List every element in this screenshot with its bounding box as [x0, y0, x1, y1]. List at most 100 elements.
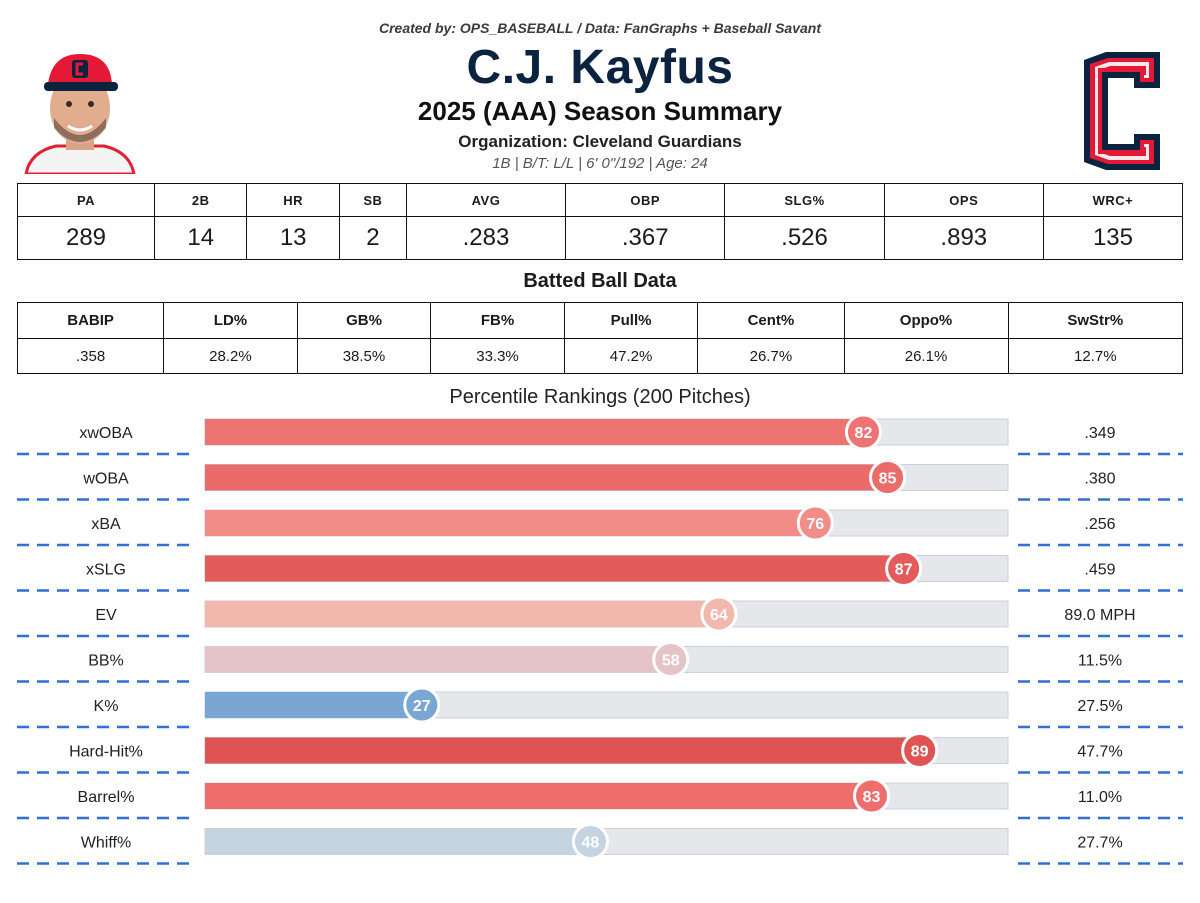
percentile-value-k: 27 [413, 698, 431, 715]
batted-ball-header-row: BABIP LD% GB% FB% Pull% Cent% Oppo% SwSt… [16, 302, 1184, 339]
stat-value-hr: 13 [246, 216, 340, 260]
percentile-value-ev: 64 [710, 607, 728, 624]
percentile-badge-whiff [571, 823, 609, 860]
percentile-value-whiff: 48 [582, 835, 600, 852]
metric-label-hard-hit: Hard-Hit% [69, 744, 143, 761]
percentile-value-barrel: 83 [863, 789, 881, 806]
player-headshot-icon [24, 54, 136, 174]
stat-value-bb: 11.5% [1078, 653, 1122, 670]
percentile-value-xwoba: 82 [855, 425, 873, 442]
stat-value-slg: .526 [724, 216, 885, 260]
stat-value-xwoba: .349 [1084, 425, 1115, 442]
bar-xwoba [205, 419, 864, 445]
bb-value-swstr: 12.7% [1007, 338, 1184, 374]
bb-header-cent: Cent% [697, 302, 845, 339]
bb-value-ld: 28.2% [163, 338, 298, 374]
percentile-badge-bb [652, 641, 690, 678]
stat-value-woba: .380 [1084, 471, 1115, 488]
stat-header-obp: OBP [565, 183, 726, 217]
stat-value-hard-hit: 47.7% [1077, 744, 1122, 761]
stat-value-obp: .367 [565, 216, 726, 260]
batted-ball-title: Batted Ball Data [523, 270, 677, 292]
stat-value-sb: 2 [338, 216, 407, 260]
stat-header-sb: SB [338, 183, 407, 217]
metric-label-barrel: Barrel% [78, 789, 135, 806]
bb-value-cent: 26.7% [697, 338, 845, 374]
metric-label-k: K% [94, 698, 119, 715]
percentile-badge-hard-hit [901, 732, 939, 769]
stat-value-avg: .283 [405, 216, 567, 260]
percentile-badge-woba [869, 459, 907, 496]
percentile-value-xslg: 87 [895, 562, 913, 579]
metric-label-ev: EV [95, 607, 117, 624]
bb-header-ld: LD% [163, 302, 298, 339]
metric-label-xwoba: xwOBA [79, 425, 133, 442]
stat-header-avg: AVG [405, 183, 567, 217]
bar-ev [205, 601, 719, 627]
stat-value-barrel: 11.0% [1078, 789, 1122, 806]
bar-bb [205, 646, 671, 673]
bb-header-swstr: SwStr% [1007, 302, 1184, 339]
stat-value-2b: 14 [153, 216, 248, 260]
bb-value-gb: 38.5% [296, 338, 432, 374]
stat-header-ops: OPS [883, 183, 1044, 217]
player-name: C.J. Kayfus [466, 41, 734, 94]
bb-header-babip: BABIP [16, 302, 165, 339]
percentile-badge-ev [700, 595, 738, 633]
bar-barrel [205, 783, 872, 809]
stat-value-pa: 289 [17, 216, 155, 260]
percentile-badge-xslg [885, 550, 923, 587]
bb-header-oppo: Oppo% [843, 302, 1009, 339]
percentile-value-hard-hit: 89 [911, 744, 929, 761]
metric-label-xslg: xSLG [86, 562, 126, 579]
bar-woba [205, 464, 888, 491]
batted-ball-value-row: .358 28.2% 38.5% 33.3% 47.2% 26.7% 26.1%… [16, 338, 1184, 374]
season-stats-value-row: 289 14 13 2 .283 .367 .526 .893 135 [17, 216, 1184, 260]
stat-header-2b: 2B [153, 183, 248, 217]
stat-value-k: 27.5% [1077, 698, 1122, 715]
percentile-badge-xwoba [844, 413, 882, 451]
metric-label-woba: wOBA [82, 471, 129, 488]
stat-header-hr: HR [246, 183, 340, 217]
stat-header-slg: SLG% [724, 183, 885, 217]
season-stats-table: PA 2B HR SB AVG OBP SLG% OPS WRC+ 289 14… [17, 183, 1184, 260]
percentile-value-woba: 85 [879, 471, 897, 488]
stat-value-xba: .256 [1084, 516, 1115, 533]
bb-header-pull: Pull% [563, 302, 699, 339]
bio-line: 1B | B/T: L/L | 6' 0"/192 | Age: 24 [492, 155, 708, 172]
stat-value-ev: 89.0 MPH [1064, 607, 1135, 624]
organization-line: Organization: Cleveland Guardians [458, 132, 742, 151]
percentile-chart-title: Percentile Rankings (200 Pitches) [449, 386, 751, 408]
batted-ball-table: BABIP LD% GB% FB% Pull% Cent% Oppo% SwSt… [16, 302, 1184, 374]
percentile-value-bb: 58 [662, 653, 680, 670]
percentile-value-xba: 76 [806, 516, 824, 533]
stat-value-ops: .893 [883, 216, 1044, 260]
percentile-badge-barrel [852, 777, 890, 815]
bar-k [205, 692, 422, 718]
stat-value-wrc: 135 [1042, 216, 1184, 260]
bb-value-babip: .358 [16, 338, 165, 374]
credit-line: Created by: OPS_BASEBALL / Data: FanGrap… [378, 20, 822, 36]
percentile-badge-k [403, 686, 441, 724]
season-subtitle: 2025 (AAA) Season Summary [417, 96, 783, 126]
stat-header-wrc: WRC+ [1042, 183, 1184, 217]
bar-xslg [205, 555, 904, 582]
percentile-badge-xba [796, 504, 834, 542]
bb-value-pull: 47.2% [563, 338, 699, 374]
stat-value-xslg: .459 [1084, 562, 1115, 579]
bar-hard-hit [205, 737, 920, 764]
stat-value-whiff: 27.7% [1077, 835, 1122, 852]
bb-header-gb: GB% [296, 302, 432, 339]
bar-xba [205, 510, 816, 536]
percentile-rankings-chart: xwOBA 82 .349 wOBA 85 .380 xBA 76 .256 xSLG 87 .459… [17, 413, 1183, 865]
bar-whiff [205, 828, 591, 855]
bb-header-fb: FB% [430, 302, 565, 339]
bb-value-oppo: 26.1% [843, 338, 1009, 374]
metric-label-xba: xBA [91, 516, 121, 533]
bb-value-fb: 33.3% [430, 338, 565, 374]
cleveland-c-logo-icon [1084, 52, 1160, 170]
season-stats-header-row: PA 2B HR SB AVG OBP SLG% OPS WRC+ [17, 183, 1184, 217]
metric-label-bb: BB% [88, 653, 124, 670]
metric-label-whiff: Whiff% [81, 835, 131, 852]
stat-header-pa: PA [17, 183, 155, 217]
